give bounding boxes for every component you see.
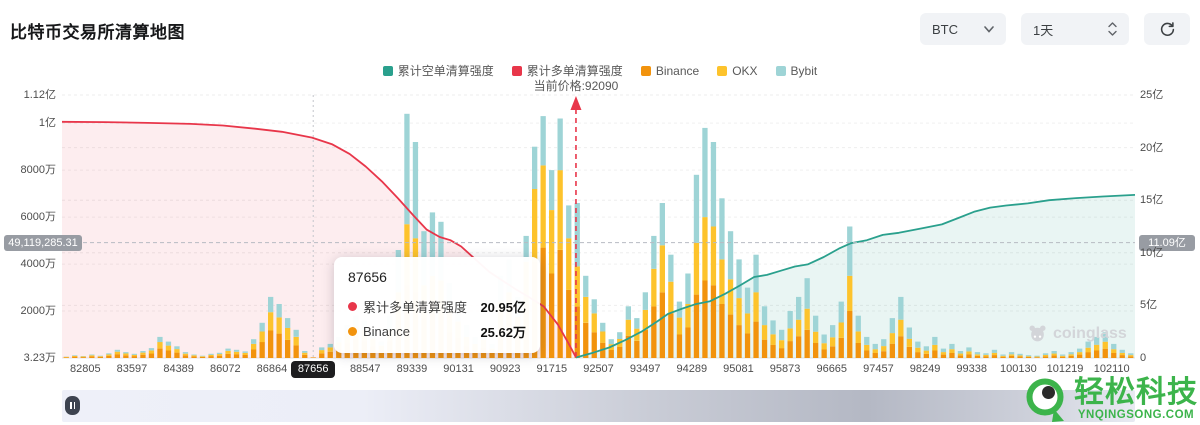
coinglass-watermark-text: coinglass xyxy=(1053,324,1127,342)
legend-marker xyxy=(717,65,728,76)
series-dot xyxy=(348,302,357,311)
tooltip-row: 累计多单清算强度 20.95亿 xyxy=(348,297,526,316)
legend-item[interactable]: Bybit xyxy=(775,62,818,79)
x-axis-tick: 83597 xyxy=(116,363,148,375)
brand-logo: 轻松科技 YNQINGSONG.COM xyxy=(1024,377,1198,425)
crosshair-x-value-badge: 87656 xyxy=(291,361,336,378)
x-axis-tick: 92507 xyxy=(583,363,614,375)
tooltip-row-value: 20.95亿 xyxy=(480,300,526,315)
legend-marker xyxy=(511,65,522,76)
legend-marker xyxy=(775,65,786,76)
x-axis-tick: 91715 xyxy=(536,363,568,375)
tooltip-row: Binance 25.62万 xyxy=(348,322,526,341)
right-axis-tick: 20亿 xyxy=(1140,141,1164,154)
x-axis-tick: 86864 xyxy=(256,363,288,375)
left-axis-tick: 6000万 xyxy=(20,211,56,224)
crosshair-left-value-badge: 49,119,285.31 xyxy=(4,234,82,251)
brand-name: 轻松科技 xyxy=(1074,376,1198,409)
legend-marker xyxy=(640,65,651,76)
legend-label: Bybit xyxy=(790,63,818,78)
x-axis-tick: 96665 xyxy=(816,363,848,375)
chart-tooltip: 87656 累计多单清算强度 20.95亿 Binance 25.62万 xyxy=(334,257,540,353)
slider-handle[interactable] xyxy=(65,396,80,415)
x-axis-tick: 94289 xyxy=(676,363,708,375)
interval-select[interactable]: 1天 xyxy=(1021,13,1129,45)
left-axis-tick: 2000万 xyxy=(20,305,56,318)
legend-label: OKX xyxy=(732,63,758,78)
symbol-select-value: BTC xyxy=(932,21,958,37)
tooltip-row-label: 累计多单清算强度 xyxy=(363,300,468,315)
chart-controls: BTC 1天 xyxy=(920,13,1190,45)
crosshair-right-value-badge: 11.09亿 xyxy=(1139,234,1195,251)
x-axis-tick: 97457 xyxy=(863,363,894,375)
x-axis-tick: 95081 xyxy=(723,363,754,375)
series-dot xyxy=(348,327,357,336)
current-price-label: 当前价格:92090 xyxy=(533,79,619,93)
legend-label: 累计空单清算强度 xyxy=(397,64,494,78)
chevron-up-down-icon xyxy=(1108,22,1117,36)
datazoom-slider[interactable] xyxy=(62,390,1135,422)
x-axis-tick: 100130 xyxy=(1000,363,1037,375)
interval-select-value: 1天 xyxy=(1033,22,1054,38)
page-title: 比特币交易所清算地图 xyxy=(10,23,185,42)
x-axis-tick: 84389 xyxy=(163,363,194,375)
x-axis-tick: 99338 xyxy=(956,363,987,375)
x-axis-tick: 102110 xyxy=(1093,363,1130,375)
legend-marker xyxy=(382,65,393,76)
liquidation-chart[interactable]: 49,119,285.31 11.09亿 87656 87656 累计多单清算强… xyxy=(0,0,1200,385)
tooltip-row-label: Binance xyxy=(363,324,410,339)
tooltip-title: 87656 xyxy=(348,269,387,285)
brand-domain: YNQINGSONG.COM xyxy=(1077,409,1195,421)
left-axis-tick: 4000万 xyxy=(20,258,56,271)
x-axis-tick: 98249 xyxy=(909,363,941,375)
legend-label: Binance xyxy=(655,63,700,78)
refresh-button[interactable] xyxy=(1144,13,1190,45)
plot-canvas[interactable] xyxy=(61,94,1136,359)
x-axis-tick: 86072 xyxy=(209,363,241,375)
right-axis-tick: 15亿 xyxy=(1140,194,1164,207)
x-axis-tick: 89339 xyxy=(396,363,428,375)
x-axis-tick: 90131 xyxy=(443,363,474,375)
x-axis-tick: 88547 xyxy=(349,363,381,375)
chevron-down-icon xyxy=(984,25,994,33)
left-axis-tick: 3.23万 xyxy=(23,351,56,364)
x-axis-tick: 95873 xyxy=(769,363,801,375)
left-axis-tick: 1.12亿 xyxy=(23,89,56,101)
left-axis-tick: 1亿 xyxy=(38,117,56,130)
left-axis-tick: 8000万 xyxy=(20,164,56,177)
legend-item[interactable]: Binance xyxy=(640,62,700,79)
chart-legend: 累计空单清算强度 累计多单清算强度 Binance OKX Bybit xyxy=(0,62,1200,79)
coinglass-watermark: coinglass xyxy=(1028,324,1127,343)
x-axis-tick: 93497 xyxy=(629,363,661,375)
symbol-select[interactable]: BTC xyxy=(920,13,1006,45)
legend-item[interactable]: OKX xyxy=(717,62,758,79)
x-axis-tick: 101219 xyxy=(1046,363,1084,375)
right-axis-tick: 10亿 xyxy=(1140,246,1164,259)
legend-label: 累计多单清算强度 xyxy=(526,64,623,78)
coinglass-bull-icon xyxy=(1029,325,1046,342)
legend-item[interactable]: 累计多单清算强度 xyxy=(511,62,623,79)
brand-eye-icon xyxy=(1026,378,1064,422)
refresh-icon xyxy=(1160,21,1174,36)
right-axis-tick: 25亿 xyxy=(1140,89,1164,101)
x-axis-tick: 82805 xyxy=(70,363,101,375)
legend-item[interactable]: 累计空单清算强度 xyxy=(382,62,494,79)
tooltip-row-value: 25.62万 xyxy=(480,325,526,340)
right-axis-tick: 5亿 xyxy=(1140,299,1158,312)
x-axis-tick: 90923 xyxy=(489,363,521,375)
right-axis-tick: 0 xyxy=(1140,352,1147,364)
